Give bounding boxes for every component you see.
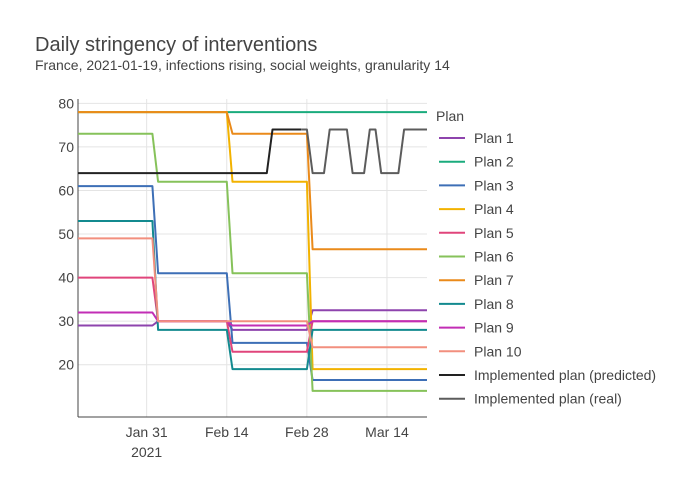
legend-entry: Plan 10 <box>474 343 522 359</box>
axes: 20 30 40 50 60 70 80 Jan 31 2021 Feb 14 Feb 28 Mar … <box>58 95 427 460</box>
x-tick-year-label: 2021 <box>131 444 162 460</box>
legend-entry: Plan 9 <box>474 320 514 336</box>
y-tick-label: 50 <box>58 226 74 242</box>
series-line-7 <box>78 111 427 251</box>
series-line-11 <box>78 128 302 175</box>
y-tick-label: 30 <box>58 313 74 329</box>
legend-entry: Plan 1 <box>474 130 514 146</box>
series-line-5 <box>78 276 427 353</box>
legend-entry: Plan 7 <box>474 272 514 288</box>
series-line-6 <box>78 132 427 392</box>
legend-entry: Plan 3 <box>474 177 514 193</box>
legend-entry: Plan 2 <box>474 154 514 170</box>
series-line-12 <box>301 128 427 175</box>
series-line-9 <box>78 311 427 327</box>
series-line-10 <box>78 237 427 349</box>
x-tick-label: Jan 31 <box>126 424 168 440</box>
legend-entry: Implemented plan (predicted) <box>474 367 656 383</box>
y-tick-label: 80 <box>58 95 74 111</box>
legend: Plan Plan 1 Plan 2 Plan 3 Plan 4 Plan 5 Plan … <box>436 108 656 407</box>
x-tick-label: Feb 28 <box>285 424 329 440</box>
legend-entry: Plan 5 <box>474 225 514 241</box>
legend-title: Plan <box>436 108 464 124</box>
series-group <box>78 111 427 392</box>
legend-entry: Plan 6 <box>474 249 514 265</box>
x-tick-label: Mar 14 <box>365 424 409 440</box>
chart-subtitle: France, 2021-01-19, infections rising, s… <box>35 57 450 73</box>
x-tick-label: Feb 14 <box>205 424 249 440</box>
legend-entry: Plan 4 <box>474 201 514 217</box>
legend-entry: Implemented plan (real) <box>474 391 622 407</box>
chart-title: Daily stringency of interventions <box>35 34 317 56</box>
y-tick-label: 60 <box>58 182 74 198</box>
legend-entry: Plan 8 <box>474 296 514 312</box>
y-tick-label: 20 <box>58 357 74 373</box>
y-tick-label: 70 <box>58 139 74 155</box>
y-tick-label: 40 <box>58 270 74 286</box>
